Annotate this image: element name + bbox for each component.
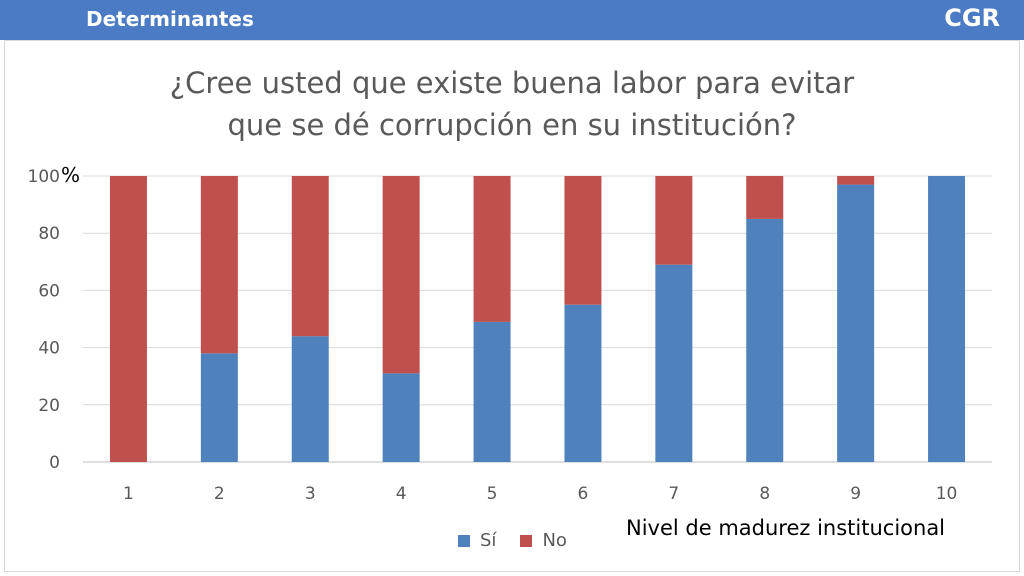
- bar-si-6: [564, 304, 602, 462]
- x-tick-label-6: 6: [578, 484, 589, 504]
- x-tick-label-4: 4: [396, 484, 407, 504]
- bar-no-1: [109, 176, 147, 462]
- x-tick-label-10: 10: [936, 484, 958, 504]
- chart-title-line-2: que se dé corrupción en su institución?: [227, 108, 797, 142]
- legend-item-si: Sí: [458, 530, 496, 551]
- x-axis-label: Nivel de madurez institucional: [626, 516, 946, 540]
- legend-item-no: No: [520, 530, 567, 551]
- y-tick-label-0: 0: [49, 453, 60, 473]
- bar-no-3: [291, 176, 329, 337]
- x-tick-label-8: 8: [759, 484, 770, 504]
- y-axis-unit: %: [61, 163, 80, 187]
- bar-si-5: [473, 321, 511, 462]
- chart-legend: Sí No: [458, 530, 581, 551]
- chart-title: ¿Cree usted que existe buena labor para …: [0, 62, 1024, 146]
- legend-label-no: No: [542, 530, 567, 551]
- header-bar: [0, 0, 1024, 40]
- y-tick-label-20: 20: [38, 396, 60, 416]
- bar-no-2: [200, 176, 238, 354]
- y-tick-label-40: 40: [38, 339, 60, 359]
- header-title: Determinantes: [86, 7, 254, 31]
- bar-no-4: [382, 176, 420, 374]
- bar-si-8: [746, 218, 784, 462]
- bar-no-9: [837, 176, 875, 185]
- bar-no-7: [655, 176, 693, 265]
- x-tick-label-9: 9: [850, 484, 861, 504]
- legend-swatch-si: [458, 534, 470, 547]
- bar-no-8: [746, 176, 784, 219]
- y-tick-label-60: 60: [38, 281, 60, 301]
- x-tick-label-5: 5: [487, 484, 498, 504]
- bar-si-9: [837, 184, 875, 462]
- x-tick-label-7: 7: [668, 484, 679, 504]
- slide-frame: [4, 40, 1020, 572]
- x-tick-label-1: 1: [123, 484, 134, 504]
- bar-si-7: [655, 264, 693, 462]
- y-tick-label-100: 100: [28, 167, 60, 187]
- bar-si-10: [928, 176, 966, 462]
- bar-si-2: [200, 353, 238, 462]
- bar-si-3: [291, 336, 329, 462]
- chart-title-line-1: ¿Cree usted que existe buena labor para …: [169, 66, 855, 100]
- x-tick-label-2: 2: [214, 484, 225, 504]
- bar-no-6: [564, 176, 602, 305]
- brand-logo: CGR: [944, 4, 1000, 32]
- bar-si-4: [382, 373, 420, 462]
- legend-swatch-no: [520, 534, 533, 547]
- bar-no-5: [473, 176, 511, 322]
- x-tick-label-3: 3: [305, 484, 316, 504]
- y-tick-label-80: 80: [38, 224, 60, 244]
- legend-label-si: Sí: [480, 530, 497, 551]
